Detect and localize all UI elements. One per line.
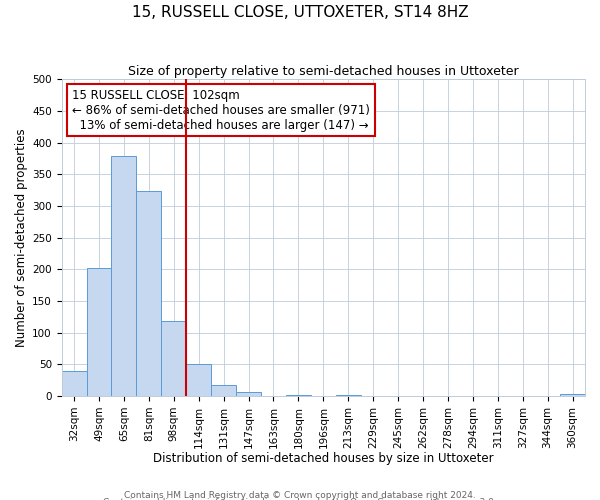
Text: Contains public sector information licensed under the Open Government Licence v3: Contains public sector information licen… — [103, 498, 497, 500]
Bar — [286, 394, 311, 396]
Bar — [62, 370, 86, 396]
Bar — [211, 384, 236, 396]
Text: 15, RUSSELL CLOSE, UTTOXETER, ST14 8HZ: 15, RUSSELL CLOSE, UTTOXETER, ST14 8HZ — [131, 5, 469, 20]
Bar — [112, 156, 136, 396]
Bar — [236, 392, 261, 396]
Y-axis label: Number of semi-detached properties: Number of semi-detached properties — [15, 128, 28, 347]
Bar — [161, 320, 186, 396]
Bar — [136, 192, 161, 396]
X-axis label: Distribution of semi-detached houses by size in Uttoxeter: Distribution of semi-detached houses by … — [153, 452, 494, 465]
Title: Size of property relative to semi-detached houses in Uttoxeter: Size of property relative to semi-detach… — [128, 65, 518, 78]
Bar — [560, 394, 585, 396]
Bar — [186, 364, 211, 396]
Text: Contains HM Land Registry data © Crown copyright and database right 2024.: Contains HM Land Registry data © Crown c… — [124, 490, 476, 500]
Bar — [86, 268, 112, 396]
Text: 15 RUSSELL CLOSE: 102sqm
← 86% of semi-detached houses are smaller (971)
  13% o: 15 RUSSELL CLOSE: 102sqm ← 86% of semi-d… — [72, 88, 370, 132]
